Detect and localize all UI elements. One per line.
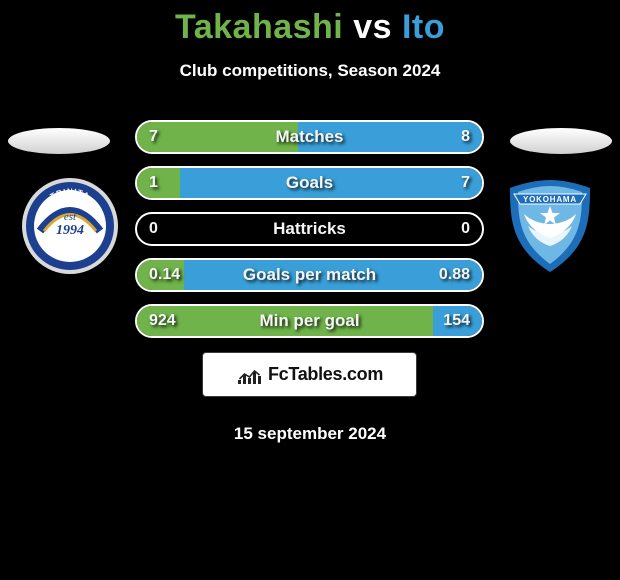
bar-fill-right xyxy=(433,306,482,336)
bar-fill-left xyxy=(137,306,433,336)
team-badge-left: est 1994 TRINITA FC OITA xyxy=(20,176,120,276)
bar-row: 0.140.88Goals per match xyxy=(135,258,484,292)
svg-text:1994: 1994 xyxy=(56,223,84,238)
subtitle: Club competitions, Season 2024 xyxy=(0,61,620,81)
page-title: Takahashi vs Ito xyxy=(0,0,620,47)
brand-box: FcTables.com xyxy=(202,352,417,397)
bar-fill-left xyxy=(137,122,298,152)
bar-row: 17Goals xyxy=(135,166,484,200)
team-badge-right: YOKOHAMA xyxy=(500,176,600,276)
bar-row: 924154Min per goal xyxy=(135,304,484,338)
svg-text:est: est xyxy=(64,211,77,223)
team-badge-right-svg: YOKOHAMA xyxy=(500,176,600,276)
date-text: 15 september 2024 xyxy=(0,424,620,444)
title-left: Takahashi xyxy=(175,8,343,46)
svg-text:YOKOHAMA: YOKOHAMA xyxy=(523,195,577,204)
bar-label: Hattricks xyxy=(137,214,482,244)
bar-row: 0 0Hattricks xyxy=(135,212,484,246)
bar-fill-right xyxy=(298,122,482,152)
bar-value-right: 0 xyxy=(461,214,470,244)
bar-row: 78Matches xyxy=(135,120,484,154)
title-vs: vs xyxy=(353,8,402,46)
bar-fill-left xyxy=(137,168,180,198)
bar-value-left: 0 xyxy=(149,214,158,244)
comparison-bars: 78Matches 17Goals 0 0Hattricks 0.140.88Goals… xyxy=(135,120,484,350)
brand-text: FcTables.com xyxy=(268,364,383,385)
bar-fill-right xyxy=(180,168,482,198)
brand-icon xyxy=(236,364,262,386)
player-left-pill xyxy=(8,128,110,154)
bar-fill-left xyxy=(137,260,184,290)
player-right-pill xyxy=(510,128,612,154)
team-badge-left-svg: est 1994 TRINITA FC OITA xyxy=(20,176,120,276)
title-right: Ito xyxy=(402,8,445,46)
bar-fill-right xyxy=(184,260,482,290)
